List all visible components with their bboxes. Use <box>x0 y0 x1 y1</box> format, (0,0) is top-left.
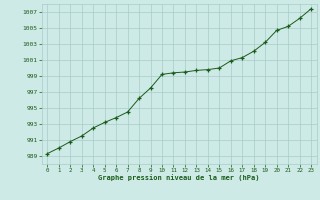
X-axis label: Graphe pression niveau de la mer (hPa): Graphe pression niveau de la mer (hPa) <box>99 175 260 181</box>
